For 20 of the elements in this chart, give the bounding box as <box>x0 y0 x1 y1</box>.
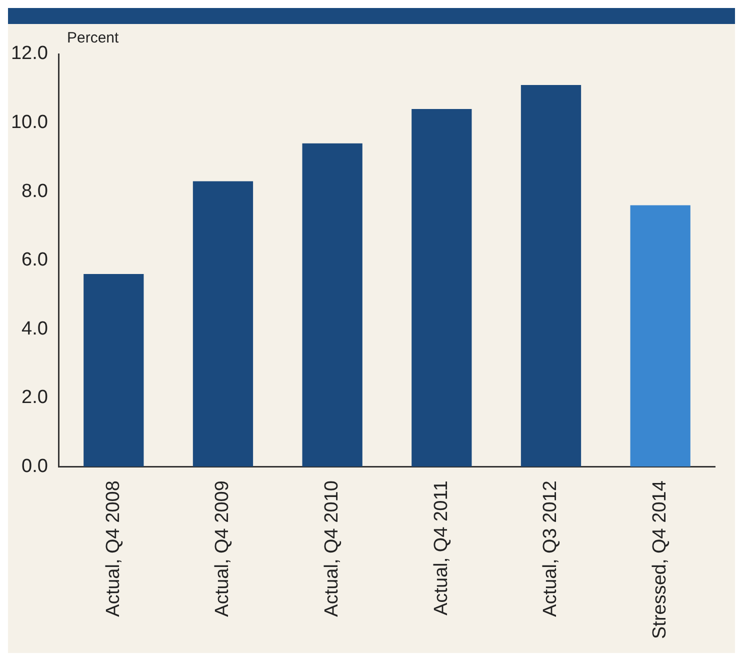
x-tick-label: Actual, Q4 2009 <box>212 480 234 617</box>
bar <box>630 205 690 467</box>
x-tick-label: Actual, Q4 2008 <box>102 480 124 617</box>
bar <box>412 109 472 467</box>
bar <box>520 84 582 467</box>
y-tick-label: 4.0 <box>22 318 48 340</box>
y-axis-title: Percent <box>66 30 120 47</box>
y-tick-label: 6.0 <box>22 250 48 271</box>
bar <box>302 143 362 467</box>
x-tick-label: Actual, Q4 2010 <box>322 480 343 617</box>
bar <box>192 181 254 467</box>
bar <box>84 274 144 467</box>
x-tick-label: Actual, Q4 2011 <box>430 480 452 616</box>
y-tick-label: 12.0 <box>10 43 48 64</box>
x-tick-label: Actual, Q3 2012 <box>540 480 562 617</box>
y-tick-label: 0.0 <box>22 456 48 477</box>
y-tick-label: 2.0 <box>22 387 48 408</box>
y-tick-label: 8.0 <box>22 180 48 202</box>
y-tick-label: 10.0 <box>10 112 48 133</box>
x-tick-label: Stressed, Q4 2014 <box>650 480 671 640</box>
